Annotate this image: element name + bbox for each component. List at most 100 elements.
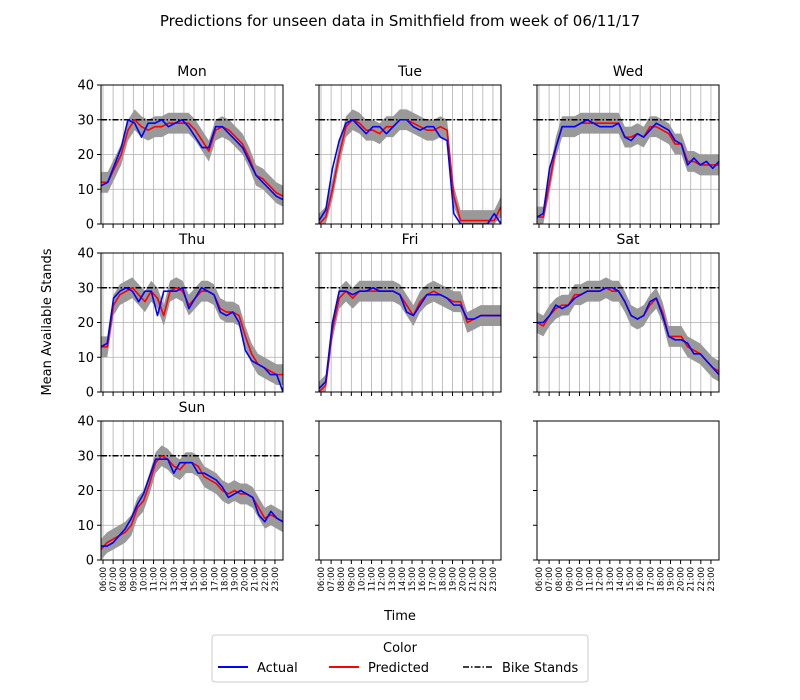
legend-entries: Actual Predicted Bike Stands — [218, 661, 579, 676]
panel: Thu 0 10 20 30 40 — [77, 232, 284, 401]
y-tick-label: 40 — [77, 415, 94, 430]
x-tick-label: 06:00 — [317, 567, 327, 592]
actual-series — [101, 458, 283, 547]
x-tick-label: 15:00 — [626, 567, 636, 592]
actual-series — [319, 118, 501, 224]
y-tick-label: 0 — [86, 386, 94, 401]
y-tick-label: 30 — [77, 113, 94, 128]
panel: 06:00 07:00 08:00 09:00 10:00 11:00 12:00 13:00… — [315, 420, 502, 592]
x-tick-label: 14:00 — [398, 567, 408, 592]
x-tick-label: 19:00 — [666, 567, 676, 592]
x-tick-label: 12:00 — [160, 567, 170, 592]
panel: Mon 0 10 20 30 40 — [77, 64, 284, 233]
panel: Tue — [315, 64, 502, 228]
legend-label: Actual — [257, 661, 298, 676]
y-tick-label: 40 — [77, 247, 94, 262]
y-tick-label: 10 — [77, 183, 94, 198]
x-tick-label: 08:00 — [555, 567, 565, 592]
x-tick-label: 17:00 — [428, 567, 438, 592]
confidence-band — [537, 277, 719, 382]
x-tick-label: 06:00 — [535, 567, 545, 592]
x-tick-label: 20:00 — [241, 567, 251, 592]
x-tick-label: 17:00 — [210, 567, 220, 592]
panel-title: Wed — [613, 64, 644, 80]
x-tick-label: 20:00 — [459, 567, 469, 592]
x-tick-label: 11:00 — [368, 567, 378, 592]
actual-series — [319, 286, 501, 390]
confidence-band — [319, 109, 501, 224]
x-tick-label: 19:00 — [230, 567, 240, 592]
x-tick-label: 15:00 — [190, 567, 200, 592]
legend: Color Actual Predicted Bike Stands — [211, 634, 589, 683]
panel: Fri — [315, 232, 502, 396]
x-tick-label: 21:00 — [251, 567, 261, 592]
confidence-band — [101, 277, 283, 386]
x-tick-label: 16:00 — [418, 567, 428, 592]
actual-series — [101, 118, 283, 201]
panel: 06:00 07:00 08:00 09:00 10:00 11:00 12:00 13:00… — [533, 420, 720, 592]
x-tick-label: 08:00 — [337, 567, 347, 592]
actual-series — [537, 118, 719, 218]
panel: Wed — [533, 64, 720, 228]
x-tick-label: 14:00 — [616, 567, 626, 592]
x-tick-label: 18:00 — [438, 567, 448, 592]
y-tick-label: 20 — [77, 316, 94, 331]
confidence-band — [101, 109, 283, 207]
x-tick-label: 22:00 — [479, 567, 489, 592]
predicted-series — [101, 286, 283, 376]
predicted-series — [319, 118, 501, 224]
actual-series — [101, 286, 283, 392]
x-tick-label: 23:00 — [271, 567, 281, 592]
panels-layer: Mon 0 10 20 30 40 Tue Wed Thu 0 10 20 30 40 Fri Sat Sun 0… — [77, 64, 720, 592]
x-tick-label: 14:00 — [180, 567, 190, 592]
panel-title: Tue — [397, 64, 422, 80]
y-tick-label: 0 — [86, 554, 94, 569]
x-tick-label: 21:00 — [469, 567, 479, 592]
x-tick-label: 09:00 — [129, 567, 139, 592]
x-tick-label: 06:00 — [99, 567, 109, 592]
x-tick-label: 11:00 — [150, 567, 160, 592]
x-tick-label: 18:00 — [656, 567, 666, 592]
x-tick-label: 11:00 — [586, 567, 596, 592]
y-tick-label: 10 — [77, 351, 94, 366]
x-tick-label: 21:00 — [687, 567, 697, 592]
panel-title: Sun — [179, 400, 206, 416]
y-axis-label: Mean Available Stands — [40, 248, 55, 395]
panel: Sat — [533, 232, 720, 396]
legend-frame — [211, 634, 589, 683]
x-axis-label: Time — [383, 609, 416, 624]
x-tick-label: 12:00 — [378, 567, 388, 592]
y-tick-label: 0 — [86, 218, 94, 233]
x-tick-label: 20:00 — [677, 567, 687, 592]
y-tick-label: 30 — [77, 449, 94, 464]
x-tick-label: 16:00 — [200, 567, 210, 592]
x-tick-label: 13:00 — [606, 567, 616, 592]
x-tick-label: 12:00 — [596, 567, 606, 592]
x-tick-label: 07:00 — [109, 567, 119, 592]
panel: Sun 0 10 20 30 40 06:00 07:00 08:00 09:00 10:00 11:… — [77, 400, 284, 592]
y-tick-label: 10 — [77, 519, 94, 534]
confidence-band — [319, 280, 501, 392]
x-tick-label: 13:00 — [388, 567, 398, 592]
x-tick-label: 13:00 — [170, 567, 180, 592]
x-tick-label: 23:00 — [707, 567, 717, 592]
predicted-series — [319, 290, 501, 392]
actual-series — [537, 286, 719, 376]
legend-label: Bike Stands — [502, 661, 579, 676]
panel-title: Thu — [178, 232, 205, 248]
y-tick-label: 30 — [77, 281, 94, 296]
confidence-band — [101, 445, 283, 560]
panel-title: Sat — [617, 232, 640, 248]
x-tick-label: 07:00 — [327, 567, 337, 592]
x-tick-label: 10:00 — [357, 567, 367, 592]
x-tick-label: 09:00 — [565, 567, 575, 592]
y-tick-label: 20 — [77, 484, 94, 499]
x-tick-label: 19:00 — [448, 567, 458, 592]
panel-title: Mon — [177, 64, 207, 80]
x-tick-label: 18:00 — [220, 567, 230, 592]
x-tick-label: 08:00 — [119, 567, 129, 592]
plot-area — [319, 421, 501, 560]
x-tick-label: 10:00 — [139, 567, 149, 592]
x-tick-label: 23:00 — [489, 567, 499, 592]
